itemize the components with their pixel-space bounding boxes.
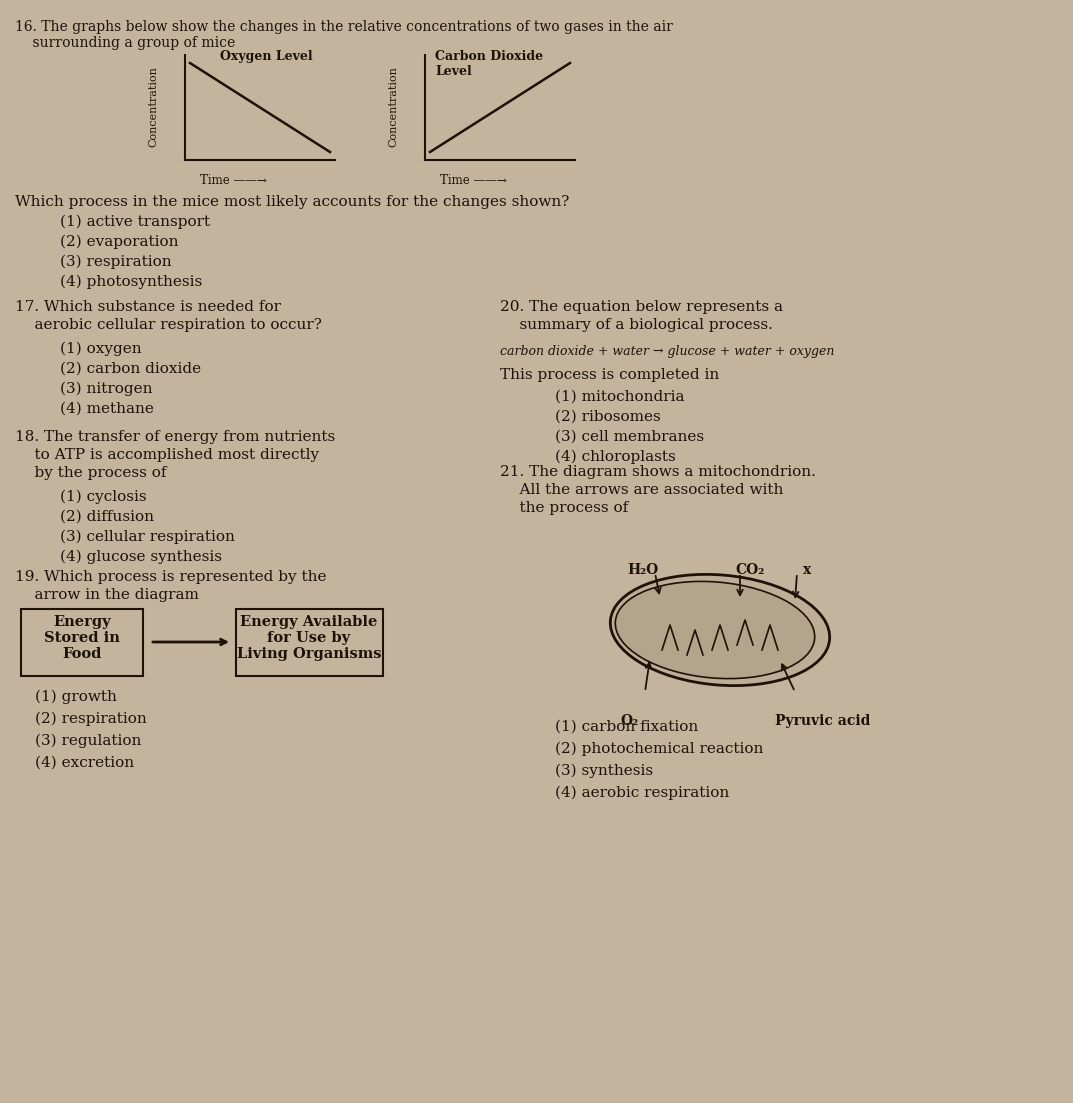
Text: (4) photosynthesis: (4) photosynthesis	[60, 275, 202, 289]
Text: Pyruvic acid: Pyruvic acid	[775, 714, 870, 728]
Text: (4) chloroplasts: (4) chloroplasts	[555, 450, 676, 464]
Text: (4) excretion: (4) excretion	[35, 756, 134, 770]
Text: 17. Which substance is needed for: 17. Which substance is needed for	[15, 300, 281, 314]
Text: Which process in the mice most likely accounts for the changes shown?: Which process in the mice most likely ac…	[15, 195, 570, 208]
Text: (4) methane: (4) methane	[60, 401, 153, 416]
Text: (1) cyclosis: (1) cyclosis	[60, 490, 147, 504]
Text: (2) evaporation: (2) evaporation	[60, 235, 178, 249]
Text: carbon dioxide + water → glucose + water + oxygen: carbon dioxide + water → glucose + water…	[500, 345, 835, 358]
Text: x: x	[803, 563, 811, 577]
Text: (3) cell membranes: (3) cell membranes	[555, 430, 704, 445]
Ellipse shape	[611, 575, 829, 686]
Text: surrounding a group of mice: surrounding a group of mice	[15, 36, 235, 50]
Text: (2) photochemical reaction: (2) photochemical reaction	[555, 742, 763, 757]
Text: 19. Which process is represented by the: 19. Which process is represented by the	[15, 570, 326, 583]
Text: arrow in the diagram: arrow in the diagram	[15, 588, 199, 602]
Text: (3) nitrogen: (3) nitrogen	[60, 382, 152, 396]
Text: (3) respiration: (3) respiration	[60, 255, 172, 269]
Text: All the arrows are associated with: All the arrows are associated with	[500, 483, 783, 497]
Text: (4) aerobic respiration: (4) aerobic respiration	[555, 786, 730, 801]
Text: Concentration: Concentration	[148, 66, 158, 148]
Text: (3) synthesis: (3) synthesis	[555, 764, 653, 779]
Text: to ATP is accomplished most directly: to ATP is accomplished most directly	[15, 448, 319, 462]
Text: (3) cellular respiration: (3) cellular respiration	[60, 531, 235, 545]
Text: Oxygen Level: Oxygen Level	[220, 50, 312, 63]
Text: Time ——→: Time ——→	[200, 174, 267, 188]
Text: 18. The transfer of energy from nutrients: 18. The transfer of energy from nutrient…	[15, 430, 335, 445]
Text: Concentration: Concentration	[388, 66, 398, 148]
Text: (1) oxygen: (1) oxygen	[60, 342, 142, 356]
Text: (2) diffusion: (2) diffusion	[60, 510, 155, 524]
Text: Energy
Stored in
Food: Energy Stored in Food	[44, 614, 120, 661]
Text: 21. The diagram shows a mitochondrion.: 21. The diagram shows a mitochondrion.	[500, 465, 815, 479]
Text: (1) active transport: (1) active transport	[60, 215, 210, 229]
Text: by the process of: by the process of	[15, 465, 166, 480]
Text: Energy Available
for Use by
Living Organisms: Energy Available for Use by Living Organ…	[237, 614, 381, 661]
Text: H₂O: H₂O	[627, 563, 658, 577]
Text: O₂: O₂	[620, 714, 638, 728]
Text: (2) carbon dioxide: (2) carbon dioxide	[60, 362, 201, 376]
Text: aerobic cellular respiration to occur?: aerobic cellular respiration to occur?	[15, 318, 322, 332]
Text: (3) regulation: (3) regulation	[35, 733, 142, 749]
Text: (1) mitochondria: (1) mitochondria	[555, 390, 685, 404]
Text: CO₂: CO₂	[735, 563, 764, 577]
Text: (4) glucose synthesis: (4) glucose synthesis	[60, 550, 222, 565]
Text: (2) ribosomes: (2) ribosomes	[555, 410, 661, 424]
Text: (2) respiration: (2) respiration	[35, 713, 147, 727]
Text: Carbon Dioxide
Level: Carbon Dioxide Level	[435, 50, 543, 78]
Text: This process is completed in: This process is completed in	[500, 368, 719, 382]
Text: Time ——→: Time ——→	[440, 174, 506, 188]
Text: 16. The graphs below show the changes in the relative concentrations of two gase: 16. The graphs below show the changes in…	[15, 20, 673, 34]
Text: (1) carbon fixation: (1) carbon fixation	[555, 720, 699, 733]
Text: (1) growth: (1) growth	[35, 690, 117, 705]
Text: 20. The equation below represents a: 20. The equation below represents a	[500, 300, 783, 314]
Text: summary of a biological process.: summary of a biological process.	[500, 318, 773, 332]
Ellipse shape	[615, 581, 814, 678]
Text: the process of: the process of	[500, 501, 629, 515]
